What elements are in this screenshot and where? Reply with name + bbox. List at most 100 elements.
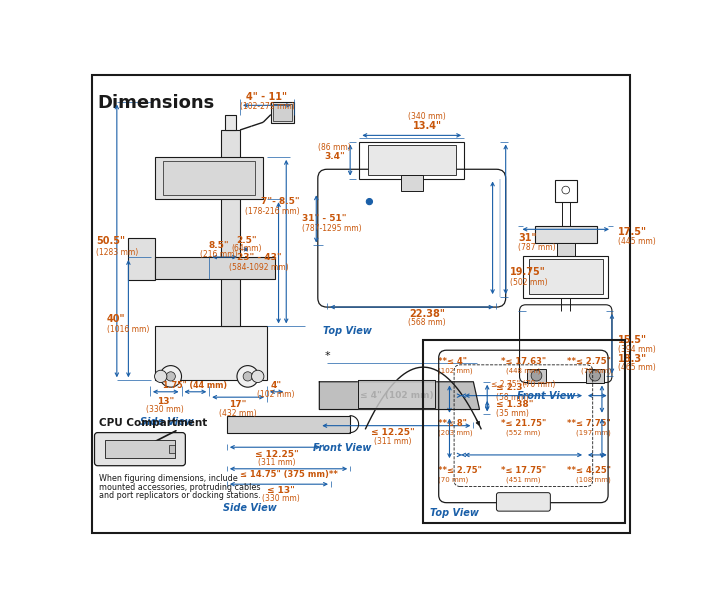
Bar <box>227 415 350 433</box>
Bar <box>360 141 464 179</box>
Text: 1.75" (44 mm): 1.75" (44 mm) <box>164 381 228 390</box>
Bar <box>155 326 267 380</box>
Text: (340 mm): (340 mm) <box>408 113 446 122</box>
Circle shape <box>531 370 542 381</box>
Circle shape <box>237 365 259 387</box>
Text: 22.38": 22.38" <box>409 309 445 319</box>
Text: 23" - 43": 23" - 43" <box>237 253 281 261</box>
Text: When figuring dimensions, include: When figuring dimensions, include <box>99 474 238 483</box>
Bar <box>529 259 603 294</box>
Text: (58 mm): (58 mm) <box>496 393 529 402</box>
Text: (502 mm): (502 mm) <box>510 278 548 287</box>
Text: **≤ 4.25": **≤ 4.25" <box>568 466 611 475</box>
Text: (102 mm): (102 mm) <box>438 368 472 374</box>
Text: (394 mm): (394 mm) <box>618 345 656 354</box>
Text: (330 mm): (330 mm) <box>262 494 300 503</box>
Circle shape <box>160 365 181 387</box>
Text: (216 mm): (216 mm) <box>200 250 238 259</box>
Bar <box>555 180 577 202</box>
Text: 40": 40" <box>107 314 125 324</box>
Bar <box>163 161 255 196</box>
Text: (568 mm): (568 mm) <box>408 318 446 327</box>
Text: 18.3": 18.3" <box>618 354 647 364</box>
Text: 17": 17" <box>229 400 247 409</box>
Text: Front View: Front View <box>313 443 372 453</box>
Text: (35 mm): (35 mm) <box>496 409 529 418</box>
Text: (1016 mm): (1016 mm) <box>107 325 149 334</box>
Text: Dimensions: Dimensions <box>97 94 215 112</box>
Bar <box>586 368 604 382</box>
Bar <box>535 226 596 243</box>
Text: (787 mm): (787 mm) <box>518 243 556 252</box>
Text: (1283 mm): (1283 mm) <box>96 248 138 257</box>
Text: Side View: Side View <box>223 503 277 513</box>
Text: Side View: Side View <box>140 417 194 427</box>
Text: (584-1092 mm): (584-1092 mm) <box>229 262 289 272</box>
Text: and port replicators or docking stations.: and port replicators or docking stations… <box>99 491 261 500</box>
Text: 50.5": 50.5" <box>96 236 125 246</box>
Text: ≤ 2.75" (70 mm): ≤ 2.75" (70 mm) <box>491 380 556 389</box>
Bar <box>221 130 240 326</box>
Circle shape <box>589 370 601 381</box>
Bar <box>556 243 575 255</box>
Text: (311 mm): (311 mm) <box>258 458 296 467</box>
Bar <box>422 340 625 523</box>
Text: (552 mm): (552 mm) <box>506 429 541 436</box>
Bar <box>273 104 292 121</box>
Bar <box>523 255 608 298</box>
Text: (108 mm): (108 mm) <box>577 476 611 483</box>
Text: Front View: Front View <box>517 391 576 401</box>
Text: (465 mm): (465 mm) <box>618 364 656 373</box>
Circle shape <box>252 370 264 382</box>
Polygon shape <box>358 380 435 408</box>
Text: (445 mm): (445 mm) <box>618 237 656 246</box>
Text: (330 mm): (330 mm) <box>147 405 184 414</box>
Circle shape <box>154 370 167 382</box>
Bar <box>155 157 263 199</box>
Bar <box>169 445 176 453</box>
Bar <box>155 257 275 279</box>
Text: 15.5": 15.5" <box>618 335 647 345</box>
Text: *≤ 17.63": *≤ 17.63" <box>501 357 546 366</box>
Text: *: * <box>324 352 330 361</box>
Text: 13.4": 13.4" <box>412 121 441 131</box>
Text: (70 mm): (70 mm) <box>581 368 611 374</box>
Text: 17.5": 17.5" <box>618 228 647 237</box>
Text: (102-279 mm): (102-279 mm) <box>240 102 295 111</box>
Text: 31" - 51": 31" - 51" <box>302 214 346 223</box>
Text: ≤ 12.25": ≤ 12.25" <box>255 450 299 459</box>
Text: ≤ 13": ≤ 13" <box>267 486 295 495</box>
Text: ≤ 4" (102 mm): ≤ 4" (102 mm) <box>360 391 433 400</box>
Bar <box>401 175 422 191</box>
Text: *≤ 21.75": *≤ 21.75" <box>501 419 546 428</box>
Text: Top View: Top View <box>323 326 372 336</box>
Polygon shape <box>319 382 479 409</box>
Text: (203 mm): (203 mm) <box>438 429 472 436</box>
FancyBboxPatch shape <box>496 492 551 511</box>
Text: 13": 13" <box>157 397 174 406</box>
Text: 7"- 8.5": 7"- 8.5" <box>262 197 300 206</box>
Bar <box>225 114 236 130</box>
Text: (178-216 mm): (178-216 mm) <box>245 207 300 216</box>
Circle shape <box>166 372 176 381</box>
FancyBboxPatch shape <box>94 433 185 466</box>
Circle shape <box>367 199 372 205</box>
Text: *≤ 17.75": *≤ 17.75" <box>501 466 546 475</box>
Bar <box>105 440 175 458</box>
Text: ≤ 12.25": ≤ 12.25" <box>371 428 415 437</box>
Text: (86 mm): (86 mm) <box>319 143 351 152</box>
Bar <box>128 238 155 280</box>
Text: 4": 4" <box>271 381 282 390</box>
Text: **≤ 4": **≤ 4" <box>438 357 467 366</box>
Text: ≤ 2.3": ≤ 2.3" <box>496 383 528 393</box>
Text: **≤ 8": **≤ 8" <box>438 419 467 428</box>
Text: ≤ 1.38": ≤ 1.38" <box>496 400 534 409</box>
Text: **≤ 7.75": **≤ 7.75" <box>568 419 611 428</box>
Bar <box>271 102 294 123</box>
Text: (64mm): (64mm) <box>231 244 262 253</box>
Text: (311 mm): (311 mm) <box>374 436 411 445</box>
Text: (432 mm): (432 mm) <box>219 409 257 418</box>
Text: **≤ 2.75": **≤ 2.75" <box>438 466 482 475</box>
Bar <box>368 144 455 175</box>
Text: (102 mm): (102 mm) <box>257 389 295 399</box>
